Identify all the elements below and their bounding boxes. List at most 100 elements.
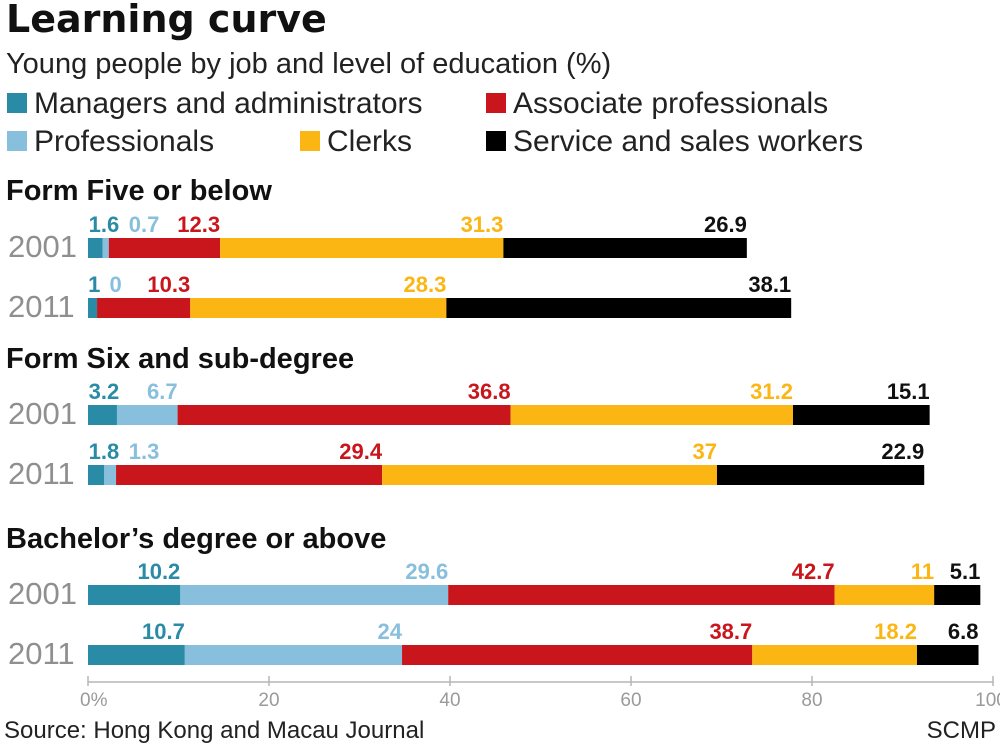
bar-segment: [916, 645, 979, 665]
value-label: 36.8: [468, 379, 511, 404]
value-label: 10.3: [147, 272, 190, 297]
x-axis: 0% 20 40 60 80 100: [80, 676, 1000, 711]
legend-item: Managers and administrators: [7, 87, 423, 120]
bar-segment: [402, 645, 753, 665]
value-label: 38.1: [748, 272, 791, 297]
bar-row: 2011 1.8 1.3 29.4 37 22.9: [8, 439, 925, 491]
value-label: 37: [692, 439, 716, 464]
legend-swatch: [300, 131, 320, 151]
value-label: 1: [88, 272, 100, 297]
value-label: 6.8: [948, 619, 979, 644]
credit-label: SCMP: [927, 717, 996, 744]
bar-segment: [220, 238, 504, 258]
value-label: 31.2: [750, 379, 793, 404]
bar-row: 2001 1.6 0.7 12.3 31.3 26.9: [8, 212, 747, 264]
value-label: 1.8: [89, 439, 120, 464]
legend-item: Clerks: [300, 125, 412, 158]
bar-segment: [108, 238, 221, 258]
legend-swatch: [486, 93, 506, 113]
value-label: 18.2: [874, 619, 917, 644]
value-label: 29.4: [339, 439, 383, 464]
year-label: 2011: [8, 289, 75, 324]
value-label: 42.7: [792, 559, 835, 584]
bar-segment: [752, 645, 917, 665]
bar-segment: [88, 298, 98, 318]
tick-label: 60: [620, 690, 641, 711]
value-label: 22.9: [881, 439, 924, 464]
value-label: 29.6: [405, 559, 448, 584]
bar-segment: [834, 585, 935, 605]
tick-label: 80: [801, 690, 822, 711]
tick-label: 40: [439, 690, 460, 711]
legend-label: Managers and administrators: [34, 87, 423, 120]
value-label: 28.3: [404, 272, 447, 297]
bar-segment: [88, 645, 185, 665]
bar-segment: [446, 298, 792, 318]
bar-segment: [934, 585, 981, 605]
group-title: Form Five or below: [6, 175, 272, 207]
year-label: 2001: [8, 396, 77, 431]
tick-label: 20: [258, 690, 279, 711]
legend-item: Service and sales workers: [486, 125, 863, 158]
tick-label: 100: [975, 690, 1000, 711]
value-label: 0.7: [129, 212, 160, 237]
source-note: Source: Hong Kong and Macau Journal: [4, 717, 424, 744]
bar-segment: [97, 298, 191, 318]
year-label: 2001: [8, 229, 77, 264]
value-label: 1.3: [129, 439, 160, 464]
group-title: Bachelor’s degree or above: [6, 523, 386, 555]
value-label: 26.9: [704, 212, 747, 237]
bar-groups: Form Five or below 2001 1.6 0.7 12.3 31.3 26.9…: [6, 175, 980, 671]
tick-label: 0%: [80, 690, 108, 711]
value-label: 31.3: [461, 212, 504, 237]
bar-segment: [88, 238, 103, 258]
year-label: 2011: [8, 456, 75, 491]
chart-title: Learning curve: [6, 0, 327, 41]
bar-segment: [116, 405, 178, 425]
bar-group: Form Six and sub-degree 2001 3.2 6.7 36.8 31.…: [6, 343, 930, 491]
bar-segment: [792, 405, 930, 425]
year-label: 2001: [8, 576, 77, 611]
group-title: Form Six and sub-degree: [6, 343, 354, 375]
legend-label: Associate professionals: [513, 87, 828, 120]
bar-group: Form Five or below 2001 1.6 0.7 12.3 31.3 26.9…: [6, 175, 792, 324]
bar-segment: [88, 585, 181, 605]
value-label: 12.3: [177, 212, 220, 237]
bar-segment: [177, 405, 511, 425]
chart-subtitle: Young people by job and level of educati…: [6, 48, 611, 80]
value-label: 5.1: [950, 559, 981, 584]
legend: Managers and administrators Associate pro…: [7, 87, 863, 158]
value-label: 15.1: [887, 379, 930, 404]
bar-segment: [190, 298, 447, 318]
bar-group: Bachelor’s degree or above 2001 10.2 29.6 42…: [6, 523, 980, 671]
value-label: 6.7: [147, 379, 178, 404]
legend-swatch: [7, 131, 27, 151]
value-label: 0: [110, 272, 122, 297]
bar-segment: [116, 465, 383, 485]
value-label: 11: [911, 559, 934, 584]
bar-segment: [104, 465, 117, 485]
bar-row: 2001 10.2 29.6 42.7 11 5.1: [8, 559, 980, 611]
bar-segment: [448, 585, 835, 605]
bar-segment: [184, 645, 403, 665]
value-label: 3.2: [89, 379, 120, 404]
bar-segment: [102, 238, 109, 258]
bar-segment: [180, 585, 449, 605]
bar-row: 2001 3.2 6.7 36.8 31.2 15.1: [8, 379, 930, 431]
legend-swatch: [7, 93, 27, 113]
value-label: 10.7: [142, 619, 185, 644]
bar-segment: [382, 465, 717, 485]
bar-row: 2011 1 0 10.3 28.3 38.1: [8, 272, 792, 324]
bar-segment: [88, 405, 117, 425]
value-label: 24: [378, 619, 403, 644]
bar-segment: [88, 465, 105, 485]
value-label: 38.7: [709, 619, 752, 644]
legend-item: Professionals: [7, 125, 214, 158]
legend-item: Associate professionals: [486, 87, 828, 120]
legend-label: Clerks: [327, 125, 412, 158]
bar-row: 2011 10.7 24 38.7 18.2 6.8: [8, 619, 979, 671]
value-label: 1.6: [89, 212, 120, 237]
year-label: 2011: [8, 636, 75, 671]
legend-label: Professionals: [34, 125, 214, 158]
